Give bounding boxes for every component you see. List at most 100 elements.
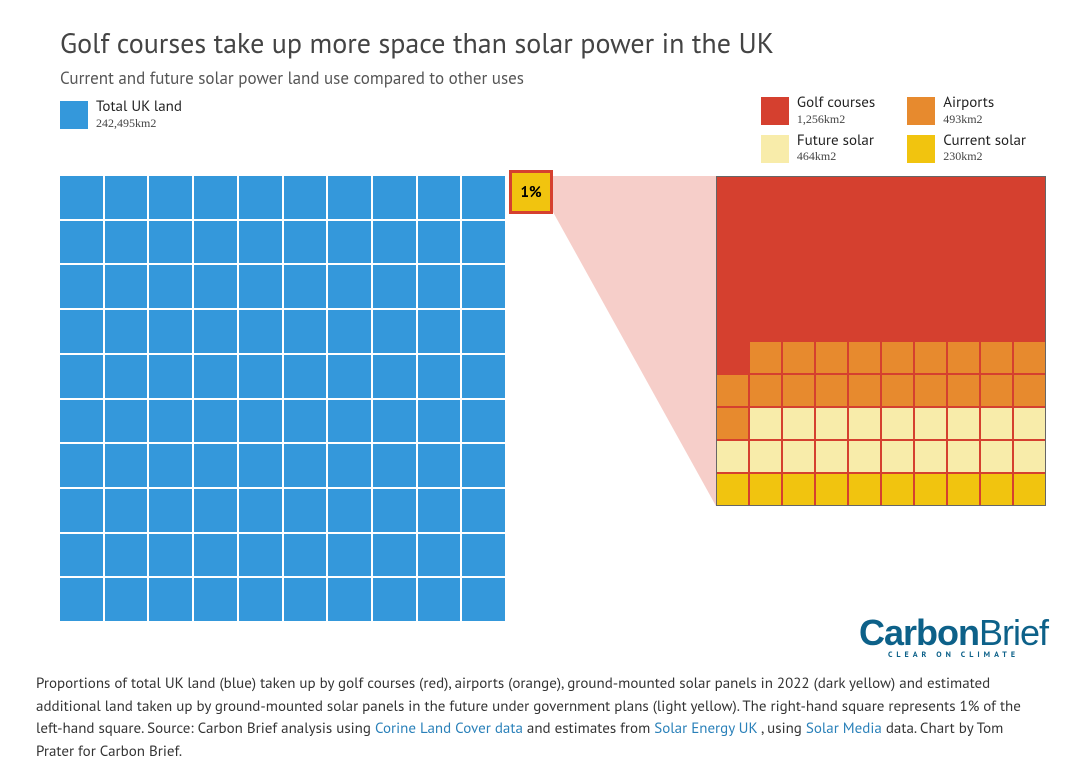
waffle-cell xyxy=(882,375,913,406)
waffle-cell xyxy=(1014,375,1045,406)
waffle-cell xyxy=(418,444,461,487)
waffle-cell xyxy=(717,243,748,274)
waffle-cell xyxy=(60,444,103,487)
waffle-cell xyxy=(783,375,814,406)
waffle-cell xyxy=(328,355,371,398)
waffle-cell xyxy=(462,221,505,264)
waffle-cell xyxy=(849,474,880,505)
legend-label: Golf courses xyxy=(797,95,875,112)
waffle-cell xyxy=(60,176,103,219)
waffle-cell xyxy=(750,309,781,340)
waffle-cell xyxy=(915,441,946,472)
waffle-cell xyxy=(948,243,979,274)
waffle-cell xyxy=(462,534,505,577)
caption-text: and estimates from xyxy=(527,719,654,738)
waffle-cell xyxy=(194,489,237,532)
legend-item-airports: Airports 493km2 xyxy=(907,95,1026,127)
waffle-cell xyxy=(328,578,371,621)
waffle-cell xyxy=(750,408,781,439)
waffle-cell xyxy=(882,177,913,208)
waffle-cell xyxy=(750,441,781,472)
waffle-cell xyxy=(328,221,371,264)
waffle-cell xyxy=(462,310,505,353)
caption-link-solar-media[interactable]: Solar Media xyxy=(806,719,882,738)
legend-swatch xyxy=(907,135,935,163)
waffle-cell xyxy=(1014,408,1045,439)
legend-item-future-solar: Future solar 464km2 xyxy=(761,133,875,165)
waffle-cell xyxy=(915,309,946,340)
waffle-cell xyxy=(882,408,913,439)
waffle-cell xyxy=(149,310,192,353)
waffle-cell xyxy=(948,342,979,373)
waffle-cell xyxy=(783,243,814,274)
waffle-cell xyxy=(194,355,237,398)
waffle-cell xyxy=(194,578,237,621)
caption-link-corine[interactable]: Corine Land Cover data xyxy=(375,719,523,738)
waffle-cell xyxy=(462,444,505,487)
waffle-cell xyxy=(1014,177,1045,208)
waffle-cell xyxy=(105,578,148,621)
caption-text: , using xyxy=(761,719,806,738)
waffle-cell xyxy=(373,489,416,532)
chart-title: Golf courses take up more space than sol… xyxy=(60,24,1046,61)
brand-part1: Carbon xyxy=(859,612,979,653)
waffle-cell xyxy=(284,310,327,353)
waffle-cell xyxy=(750,474,781,505)
waffle-cell xyxy=(194,400,237,443)
waffle-cell xyxy=(816,375,847,406)
waffle-cell xyxy=(328,534,371,577)
waffle-cell xyxy=(849,177,880,208)
waffle-cell xyxy=(60,400,103,443)
waffle-cell xyxy=(239,176,282,219)
waffle-cell xyxy=(418,578,461,621)
waffle-cell xyxy=(717,309,748,340)
waffle-cell xyxy=(60,489,103,532)
waffle-cell xyxy=(882,276,913,307)
waffle-cell xyxy=(816,210,847,241)
waffle-cell xyxy=(328,444,371,487)
legend-label: Airports xyxy=(943,95,994,112)
waffle-cell xyxy=(981,243,1012,274)
waffle-cell xyxy=(882,474,913,505)
legend-item-golf: Golf courses 1,256km2 xyxy=(761,95,875,127)
waffle-cell xyxy=(948,408,979,439)
waffle-cell xyxy=(105,221,148,264)
legend-label: Future solar xyxy=(797,133,874,150)
waffle-cell xyxy=(418,221,461,264)
waffle-cell xyxy=(418,400,461,443)
waffle-cell xyxy=(418,265,461,308)
waffle-cell xyxy=(849,408,880,439)
legend-item-total-uk: Total UK land 242,495km2 xyxy=(60,99,182,131)
waffle-cell xyxy=(849,375,880,406)
legend: Total UK land 242,495km2 Golf courses 1,… xyxy=(60,99,1046,164)
waffle-cell xyxy=(239,221,282,264)
waffle-cell xyxy=(750,210,781,241)
waffle-cell xyxy=(284,265,327,308)
legend-swatch xyxy=(60,101,88,129)
legend-value: 230km2 xyxy=(943,149,1026,164)
waffle-cell xyxy=(783,276,814,307)
waffle-cell xyxy=(462,176,505,219)
legend-swatch xyxy=(907,97,935,125)
legend-item-current-solar: Current solar 230km2 xyxy=(907,133,1026,165)
waffle-cell xyxy=(981,408,1012,439)
waffle-cell xyxy=(239,534,282,577)
waffle-cell xyxy=(981,177,1012,208)
waffle-cell xyxy=(717,276,748,307)
waffle-cell xyxy=(849,309,880,340)
legend-swatch xyxy=(761,135,789,163)
waffle-cell xyxy=(239,400,282,443)
waffle-cell xyxy=(105,489,148,532)
waffle-cell xyxy=(750,342,781,373)
waffle-cell xyxy=(882,243,913,274)
waffle-cell xyxy=(849,342,880,373)
waffle-cell xyxy=(284,355,327,398)
waffle-cell xyxy=(149,578,192,621)
caption-link-solar-energy-uk[interactable]: Solar Energy UK xyxy=(654,719,757,738)
waffle-cell xyxy=(783,210,814,241)
waffle-cell xyxy=(915,474,946,505)
waffle-cell xyxy=(284,534,327,577)
waffle-cell xyxy=(750,276,781,307)
waffle-cell xyxy=(750,243,781,274)
waffle-right-breakdown xyxy=(716,176,1046,506)
